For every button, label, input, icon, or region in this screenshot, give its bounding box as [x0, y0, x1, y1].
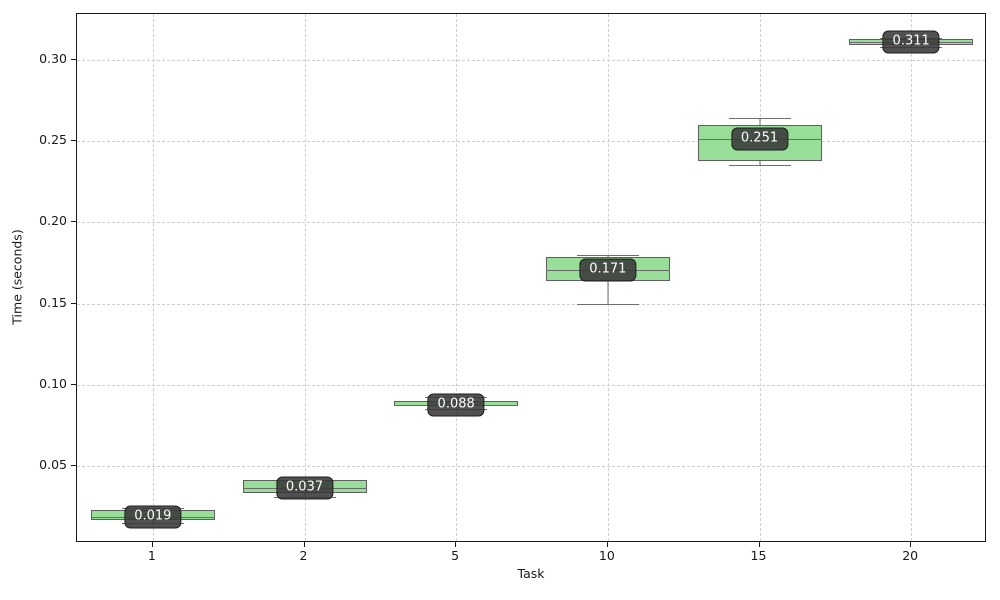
y-tick-label: 0.15 [39, 294, 67, 310]
x-gridline [911, 14, 913, 541]
y-gridline [77, 466, 985, 468]
x-tick-label: 15 [750, 548, 767, 563]
whisker-cap-low [576, 303, 639, 305]
x-tick-mark [455, 542, 457, 547]
x-tick-label: 10 [598, 548, 615, 563]
x-gridline [759, 14, 761, 541]
y-tick-mark [71, 221, 76, 223]
y-tick-mark [71, 139, 76, 141]
y-tick-label: 0.25 [39, 131, 67, 147]
y-gridline [77, 222, 985, 224]
x-tick-mark [151, 542, 153, 547]
x-tick-mark [606, 542, 608, 547]
x-gridline [456, 14, 458, 541]
whisker-cap-low [728, 165, 791, 167]
whisker-cap-high [728, 118, 791, 120]
x-gridline [304, 14, 306, 541]
y-gridline [77, 385, 985, 387]
x-tick-label: 2 [299, 548, 308, 563]
y-gridline [77, 59, 985, 61]
median-value-label: 0.037 [275, 476, 334, 500]
y-tick-mark [71, 302, 76, 304]
y-tick-label: 0.10 [39, 376, 67, 392]
x-gridline [152, 14, 154, 541]
y-tick-label: 0.05 [39, 457, 67, 473]
x-tick-mark [910, 542, 912, 547]
x-tick-label: 20 [902, 548, 919, 563]
x-tick-mark [303, 542, 305, 547]
x-tick-mark [758, 542, 760, 547]
y-tick-mark [71, 384, 76, 386]
y-gridline [77, 140, 985, 142]
median-value-label: 0.019 [124, 505, 182, 529]
x-tick-label: 5 [451, 548, 460, 563]
y-tick-mark [71, 465, 76, 467]
x-axis-label: Task [517, 566, 545, 581]
median-value-label: 0.171 [579, 258, 637, 282]
median-value-label: 0.251 [730, 127, 789, 151]
plot-area: 0.019 0.037 0.088 0.171 0.251 0.311 [76, 13, 986, 542]
y-tick-label: 0.30 [39, 50, 67, 66]
y-tick-mark [71, 58, 76, 60]
whisker-cap-high [576, 254, 639, 256]
median-value-label: 0.088 [427, 393, 485, 417]
median-value-label: 0.311 [882, 30, 940, 54]
y-tick-label: 0.20 [39, 213, 67, 229]
y-axis-label: Time (seconds) [9, 229, 25, 325]
y-gridline [77, 303, 985, 305]
x-tick-label: 1 [147, 548, 156, 563]
